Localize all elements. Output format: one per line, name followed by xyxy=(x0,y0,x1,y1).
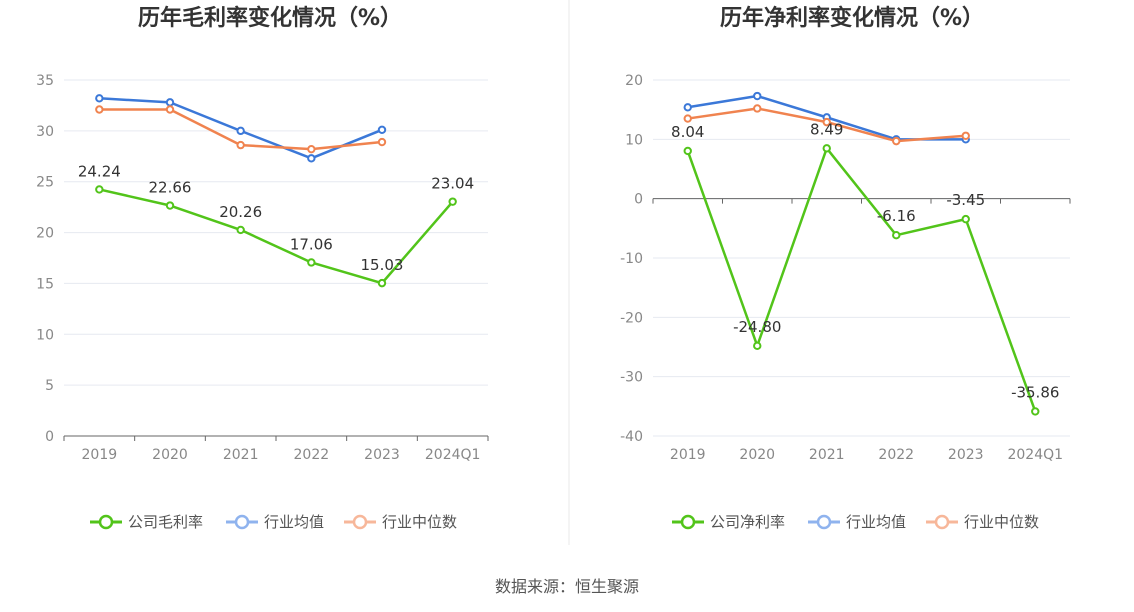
legend-marker-icon xyxy=(234,514,250,530)
legend-label: 行业中位数 xyxy=(964,513,1039,531)
x-tick-label: 2022 xyxy=(294,447,330,463)
data-point-industry-average[interactable] xyxy=(165,98,175,107)
y-tick-label: -20 xyxy=(620,310,643,326)
legend-label: 行业均值 xyxy=(846,513,906,531)
legend-item-company-net-margin[interactable]: 公司净利率 xyxy=(672,513,785,531)
data-point-industry-median[interactable] xyxy=(377,137,387,147)
legend-marker-icon xyxy=(352,514,368,530)
data-point-company[interactable] xyxy=(683,146,692,156)
data-point-industry-average[interactable] xyxy=(307,154,316,163)
data-point-industry-average[interactable] xyxy=(95,94,104,103)
data-point-industry-median[interactable] xyxy=(236,140,245,150)
x-tick-label: 2024Q1 xyxy=(425,447,481,463)
data-label: 17.06 xyxy=(290,235,333,253)
data-point-industry-median[interactable] xyxy=(165,105,175,114)
y-tick-label: -10 xyxy=(620,251,643,267)
data-point-company[interactable] xyxy=(377,278,387,288)
data-point-company[interactable] xyxy=(961,214,970,224)
legend-marker-icon xyxy=(816,514,832,530)
data-source-note: 数据来源：恒生聚源 xyxy=(495,577,639,596)
y-tick-label: 20 xyxy=(36,226,54,242)
gross-margin-legend: 公司毛利率 行业均值 行业中位数 xyxy=(90,513,457,531)
legend-item-industry-average[interactable]: 行业均值 xyxy=(226,513,324,531)
x-tick-label: 2019 xyxy=(82,447,118,463)
legend-marker-icon xyxy=(934,514,950,530)
y-tick-label: 10 xyxy=(36,327,54,343)
data-label: 15.03 xyxy=(361,256,404,274)
x-tick-label: 2023 xyxy=(948,447,984,463)
data-label: 8.04 xyxy=(671,123,704,141)
legend-marker-icon xyxy=(680,514,696,530)
data-point-company[interactable] xyxy=(95,185,104,194)
data-label: 24.24 xyxy=(78,162,121,180)
data-point-company[interactable] xyxy=(753,341,762,351)
data-label: -35.86 xyxy=(1011,383,1059,401)
legend-item-industry-median[interactable]: 行业中位数 xyxy=(344,513,457,531)
legend-item-company-gross-margin[interactable]: 公司毛利率 xyxy=(90,513,203,531)
data-label: 8.49 xyxy=(810,120,843,138)
y-tick-label: -40 xyxy=(620,429,643,445)
net-margin-plot: -40 -30 -20 -10 0 10 20 2019 2020 2021 2022 2023 202… xyxy=(620,73,1071,463)
data-point-industry-average[interactable] xyxy=(753,91,762,101)
chart-title-gross-margin: 历年毛利率变化情况（%） xyxy=(138,5,402,31)
data-label: -3.45 xyxy=(946,191,985,209)
data-point-industry-median[interactable] xyxy=(95,105,104,114)
y-tick-label: 20 xyxy=(625,73,643,89)
series-line-company xyxy=(99,188,454,285)
x-tick-label: 2020 xyxy=(152,447,188,463)
x-tick-label: 2021 xyxy=(223,447,259,463)
y-tick-label: 30 xyxy=(36,124,54,140)
data-point-industry-median[interactable] xyxy=(307,144,316,154)
y-tick-label: -30 xyxy=(620,370,643,386)
x-tick-label: 2023 xyxy=(364,447,400,463)
legend-item-industry-average[interactable]: 行业均值 xyxy=(808,513,906,531)
y-tick-label: 10 xyxy=(625,132,643,148)
data-label: 22.66 xyxy=(149,179,192,197)
y-tick-label: 15 xyxy=(36,276,54,292)
data-label: -6.16 xyxy=(877,207,916,225)
data-point-industry-average[interactable] xyxy=(236,126,245,136)
legend-label: 公司净利率 xyxy=(710,513,785,531)
data-point-company[interactable] xyxy=(165,201,175,210)
x-tick-label: 2024Q1 xyxy=(1007,447,1063,463)
legend-label: 行业均值 xyxy=(264,513,324,531)
data-point-industry-average[interactable] xyxy=(377,125,387,135)
data-point-industry-median[interactable] xyxy=(961,131,970,140)
data-label: 20.26 xyxy=(219,203,262,221)
legend-label: 公司毛利率 xyxy=(128,513,203,531)
legend-label: 行业中位数 xyxy=(382,513,457,531)
legend-marker-icon xyxy=(98,514,114,530)
y-tick-label: 35 xyxy=(36,73,54,89)
data-point-company[interactable] xyxy=(448,197,457,206)
data-point-company[interactable] xyxy=(892,231,901,240)
data-point-industry-median[interactable] xyxy=(683,114,692,123)
data-point-industry-median[interactable] xyxy=(753,104,762,113)
data-point-industry-average[interactable] xyxy=(683,103,692,112)
y-tick-label: 0 xyxy=(634,192,643,208)
data-label: 23.04 xyxy=(431,175,474,193)
data-point-company[interactable] xyxy=(236,225,245,235)
data-point-company[interactable] xyxy=(822,144,831,153)
gross-margin-plot: 0 5 10 15 20 25 30 35 2019 2020 2021 2022 2023 2024Q1… xyxy=(36,73,489,463)
chart-title-net-margin: 历年净利率变化情况（%） xyxy=(720,5,984,31)
data-point-company[interactable] xyxy=(1031,407,1040,416)
y-tick-label: 0 xyxy=(45,429,54,445)
x-tick-label: 2022 xyxy=(878,447,914,463)
x-tick-label: 2021 xyxy=(809,447,845,463)
y-tick-label: 25 xyxy=(36,175,54,191)
data-point-industry-median[interactable] xyxy=(822,117,831,127)
y-tick-label: 5 xyxy=(45,378,54,394)
legend-item-industry-median[interactable]: 行业中位数 xyxy=(926,513,1039,531)
series-line-company xyxy=(686,147,1037,412)
data-label: -24.80 xyxy=(733,318,781,336)
net-margin-legend: 公司净利率 行业均值 行业中位数 xyxy=(672,513,1039,531)
data-point-industry-median[interactable] xyxy=(892,136,901,146)
data-point-company[interactable] xyxy=(307,258,316,267)
x-tick-label: 2019 xyxy=(670,447,706,463)
x-tick-label: 2020 xyxy=(739,447,775,463)
